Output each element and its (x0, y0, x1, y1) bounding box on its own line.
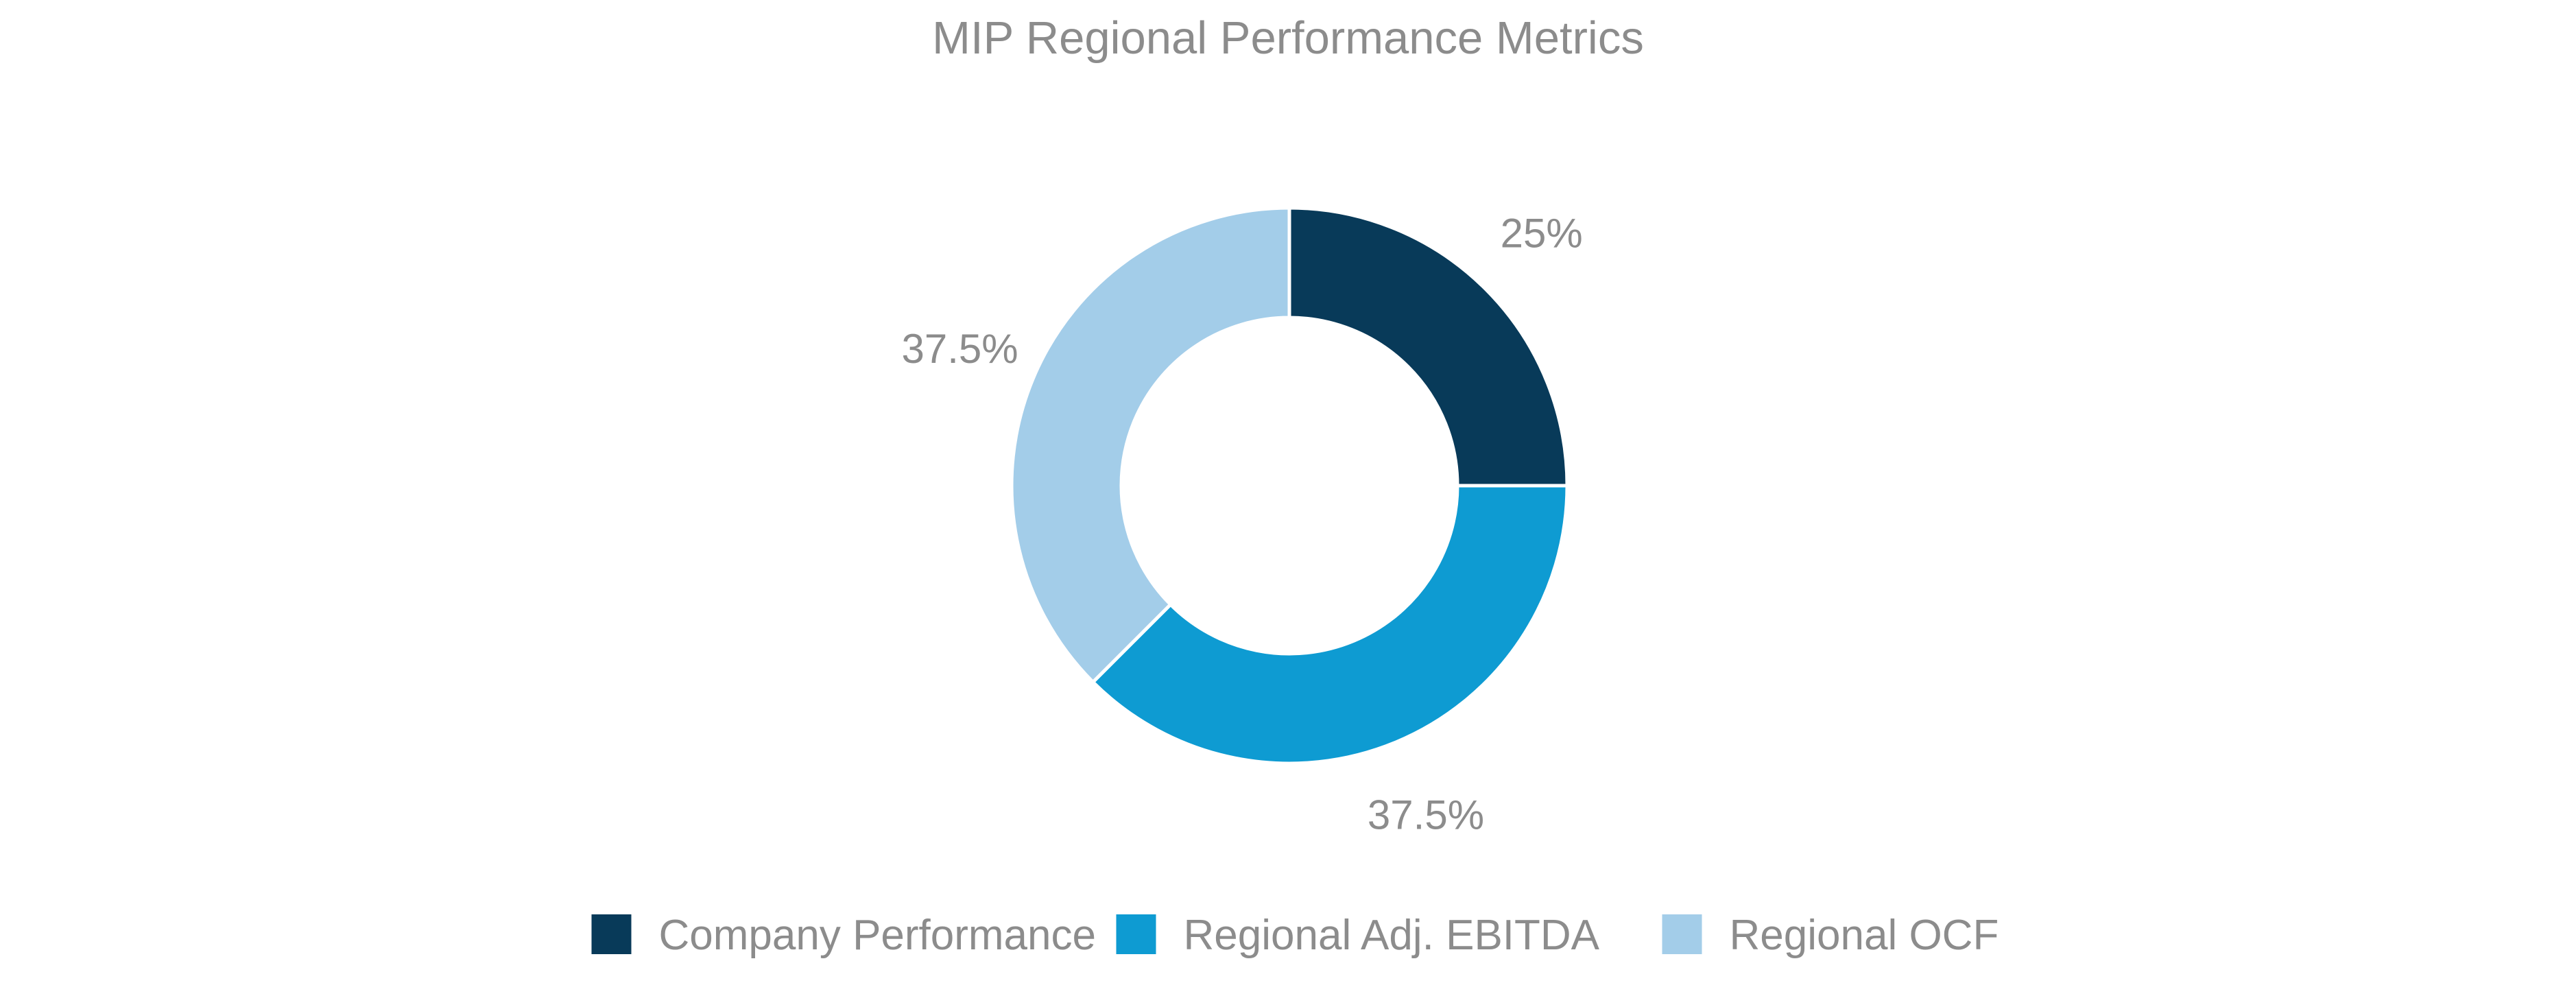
chart-title: MIP Regional Performance Metrics (932, 12, 1644, 64)
slice-regional-adj-ebitda[interactable] (1090, 484, 1569, 766)
donut-slices (1010, 206, 1569, 766)
legend-swatch-regional-ocf (1662, 914, 1702, 954)
slice-regional-ocf[interactable] (1010, 206, 1291, 685)
legend-label-regional-ocf: Regional OCF (1730, 912, 1999, 959)
legend-swatch-company-performance (591, 914, 632, 954)
legend-item-company-performance[interactable]: Company Performance (591, 912, 1097, 959)
legend: Company Performance Regional Adj. EBITDA R… (591, 912, 1999, 959)
legend-item-regional-ocf[interactable]: Regional OCF (1662, 912, 1999, 959)
legend-label-regional-adj-ebitda: Regional Adj. EBITDA (1184, 912, 1600, 959)
data-label-regional-adj-ebitda: 37.5% (1368, 792, 1484, 838)
data-labels: 25% 37.5% 37.5% (902, 210, 1583, 838)
data-label-company-performance: 25% (1501, 210, 1583, 256)
legend-swatch-regional-adj-ebitda (1116, 914, 1156, 954)
legend-item-regional-adj-ebitda[interactable]: Regional Adj. EBITDA (1116, 912, 1600, 959)
slice-company-performance[interactable] (1287, 206, 1569, 488)
data-label-regional-ocf: 37.5% (902, 326, 1018, 372)
legend-label-company-performance: Company Performance (659, 912, 1097, 959)
